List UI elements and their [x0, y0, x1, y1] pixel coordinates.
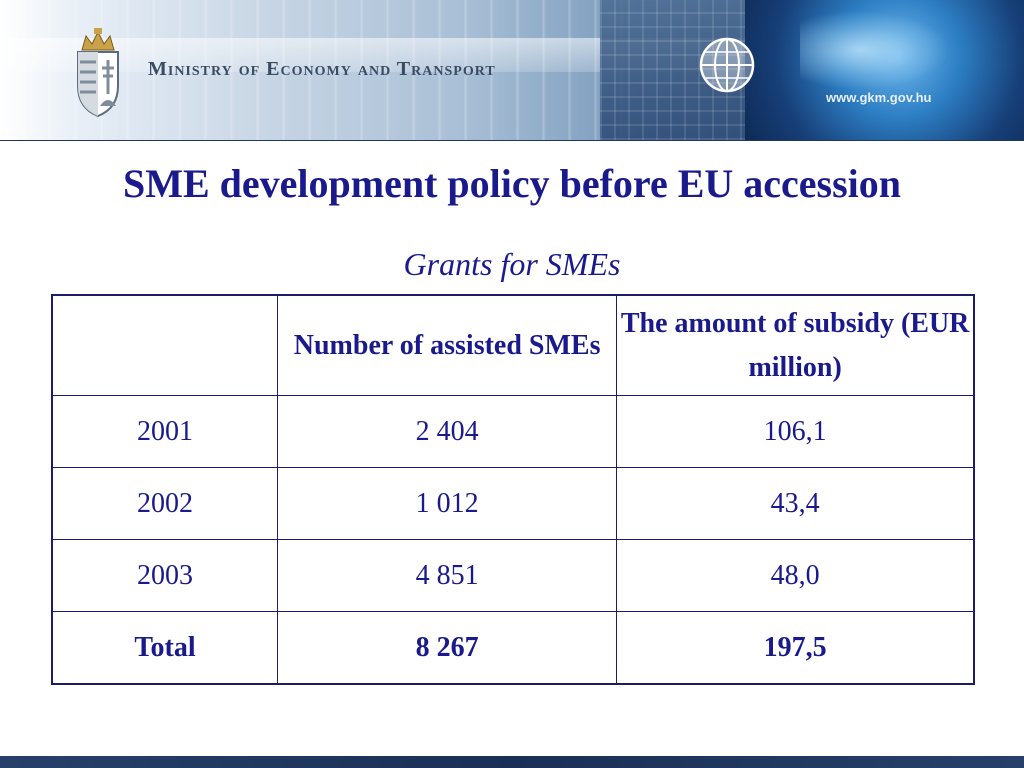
slide-subtitle: Grants for SMEs — [403, 246, 621, 282]
header-banner: Ministry of Economy and Transport www.gk… — [0, 0, 1024, 141]
table-row: 2002 1 012 43,4 — [51, 467, 975, 540]
building-image — [600, 0, 750, 140]
footer-bar — [0, 756, 1024, 768]
amount-cell: 43,4 — [616, 467, 975, 540]
amount-cell: 106,1 — [616, 395, 975, 468]
table-row: 2003 4 851 48,0 — [51, 539, 975, 612]
total-count-cell: 8 267 — [276, 611, 618, 685]
globe-icon — [699, 37, 755, 93]
table-header-row: Number of assisted SMEs The amount of su… — [51, 294, 975, 396]
total-label-cell: Total — [51, 611, 278, 685]
slide-title: SME development policy before EU accessi… — [122, 161, 902, 206]
total-amount-cell: 197,5 — [616, 611, 975, 685]
count-cell: 4 851 — [276, 539, 618, 612]
hungarian-coat-of-arms-icon — [77, 28, 119, 118]
grants-table: Number of assisted SMEs The amount of su… — [51, 294, 975, 685]
header-cell-subsidy-amount: The amount of subsidy (EUR million) — [616, 294, 975, 396]
ministry-name: Ministry of Economy and Transport — [148, 58, 496, 80]
website-url[interactable]: www.gkm.gov.hu — [826, 90, 932, 105]
year-cell: 2001 — [51, 395, 278, 468]
header-cell-assisted-smes: Number of assisted SMEs — [276, 294, 618, 396]
count-cell: 2 404 — [276, 395, 618, 468]
year-cell: 2003 — [51, 539, 278, 612]
globe-highlight — [800, 10, 950, 90]
count-cell: 1 012 — [276, 467, 618, 540]
year-cell: 2002 — [51, 467, 278, 540]
amount-cell: 48,0 — [616, 539, 975, 612]
table-row: 2001 2 404 106,1 — [51, 395, 975, 468]
header-cell-empty — [51, 294, 278, 396]
table-total-row: Total 8 267 197,5 — [51, 611, 975, 685]
